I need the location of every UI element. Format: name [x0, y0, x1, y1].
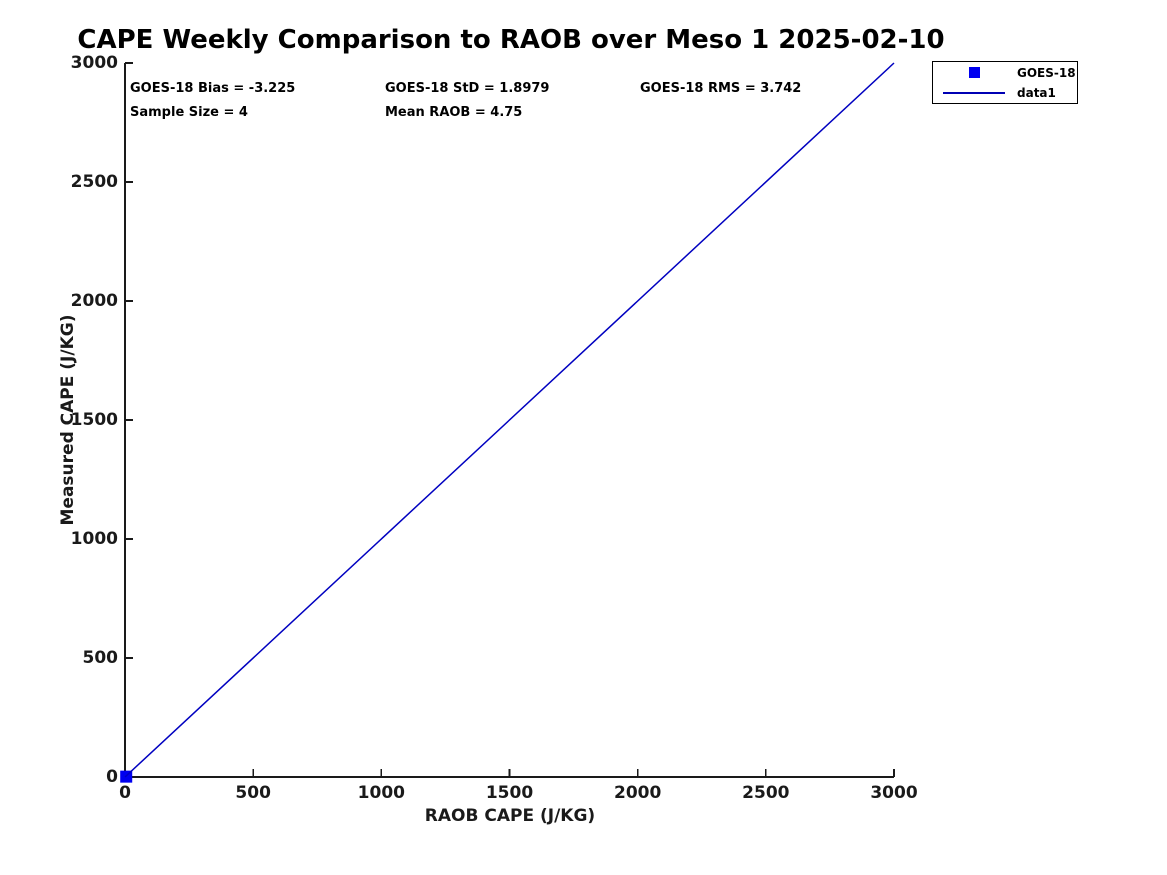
stat-rms: GOES-18 RMS = 3.742	[640, 81, 802, 96]
y-tick-label: 1500	[70, 410, 118, 430]
x-tick-label: 0	[119, 783, 131, 803]
legend-entry-data1: data1	[943, 84, 1077, 102]
y-tick-label: 2500	[70, 172, 118, 192]
x-tick-label: 1000	[357, 783, 405, 803]
x-tick-label: 2000	[613, 783, 662, 803]
series-line-data1	[124, 62, 895, 778]
y-tick-label: 500	[82, 648, 119, 668]
y-tick-label: 2000	[70, 291, 118, 311]
legend-label-goes-18: GOES-18	[1017, 65, 1076, 80]
stat-std: GOES-18 StD = 1.8979	[385, 81, 550, 96]
y-tick-label: 0	[106, 767, 118, 787]
stat-mean-raob: Mean RAOB = 4.75	[385, 105, 523, 120]
legend-label-data1: data1	[1017, 85, 1056, 100]
chart-title: CAPE Weekly Comparison to RAOB over Meso…	[77, 25, 945, 55]
stat-sample-size: Sample Size = 4	[130, 105, 248, 120]
y-axis-label: Measured CAPE (J/KG)	[58, 314, 78, 526]
x-tick-label: 3000	[870, 783, 918, 803]
stat-bias: GOES-18 Bias = -3.225	[130, 81, 296, 96]
y-tick-label: 1000	[70, 529, 118, 549]
x-tick-label: 500	[235, 783, 271, 803]
square-marker-icon	[968, 67, 980, 78]
line-sample-icon	[943, 91, 1005, 94]
x-tick-label: 2500	[742, 783, 790, 803]
series-layer	[120, 62, 895, 783]
legend-swatch	[943, 67, 1005, 78]
legend-entry-goes-18: GOES-18	[943, 64, 1077, 82]
x-tick-label: 1500	[485, 783, 534, 803]
y-tick-label: 3000	[70, 53, 118, 73]
legend-swatch	[943, 91, 1005, 94]
x-axis-label: RAOB CAPE (J/KG)	[424, 806, 596, 826]
legend: GOES-18 data1	[932, 61, 1078, 104]
